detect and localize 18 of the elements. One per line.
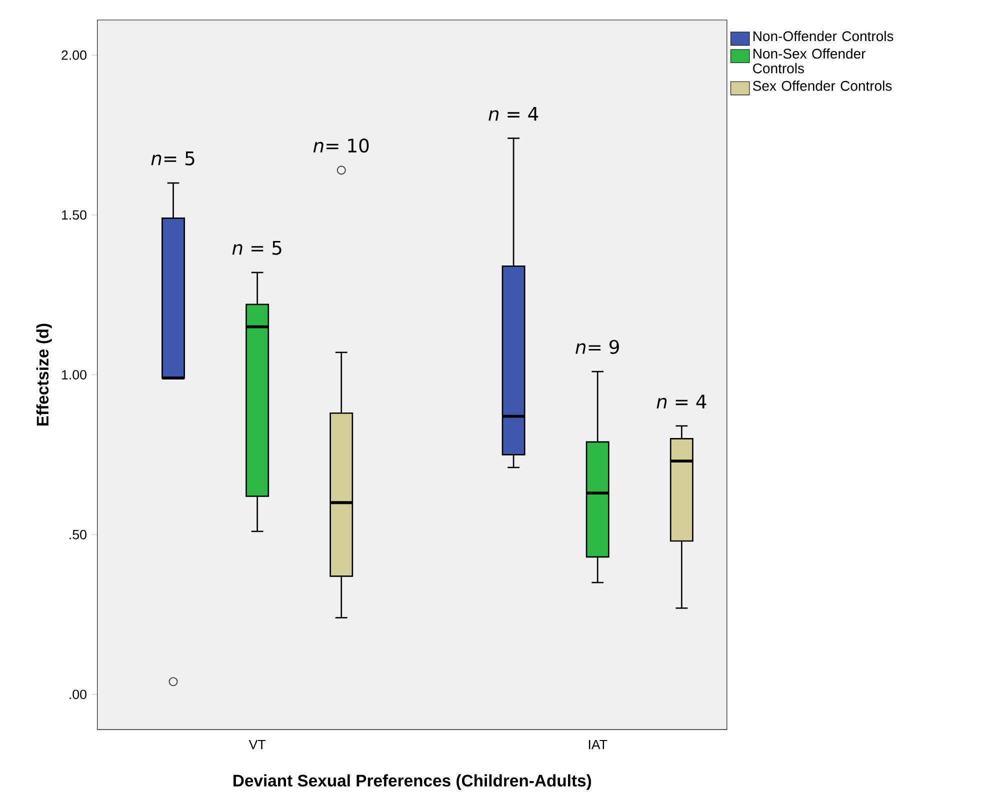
annotation: n= 10: [313, 138, 369, 153]
legend-label: Non-Sex Offender Controls: [753, 48, 866, 74]
annotation: n = 4: [656, 394, 706, 409]
annotation: n = 4: [488, 107, 538, 121]
x-axis-title: Deviant Sexual Preferences (Children-Adults): [234, 774, 592, 790]
y-tick-label: 1.50: [62, 210, 86, 220]
annotation: n= 5: [151, 152, 194, 166]
legend-label: Non-Offender Controls: [754, 31, 894, 42]
y-axis-title: Effectsize (d): [36, 324, 52, 426]
y-tick-label: .00: [70, 690, 86, 700]
x-tick-label: VT: [248, 740, 266, 750]
annotation: n= 9: [576, 340, 619, 354]
y-tick-label: 1.00: [62, 370, 86, 380]
annotation: n = 5: [232, 241, 282, 256]
y-tick-label: .50: [70, 530, 86, 540]
legend-label: Sex Offender Controls: [752, 80, 892, 92]
y-tick-label: 2.00: [62, 50, 86, 60]
x-tick-label: IAT: [588, 740, 608, 750]
